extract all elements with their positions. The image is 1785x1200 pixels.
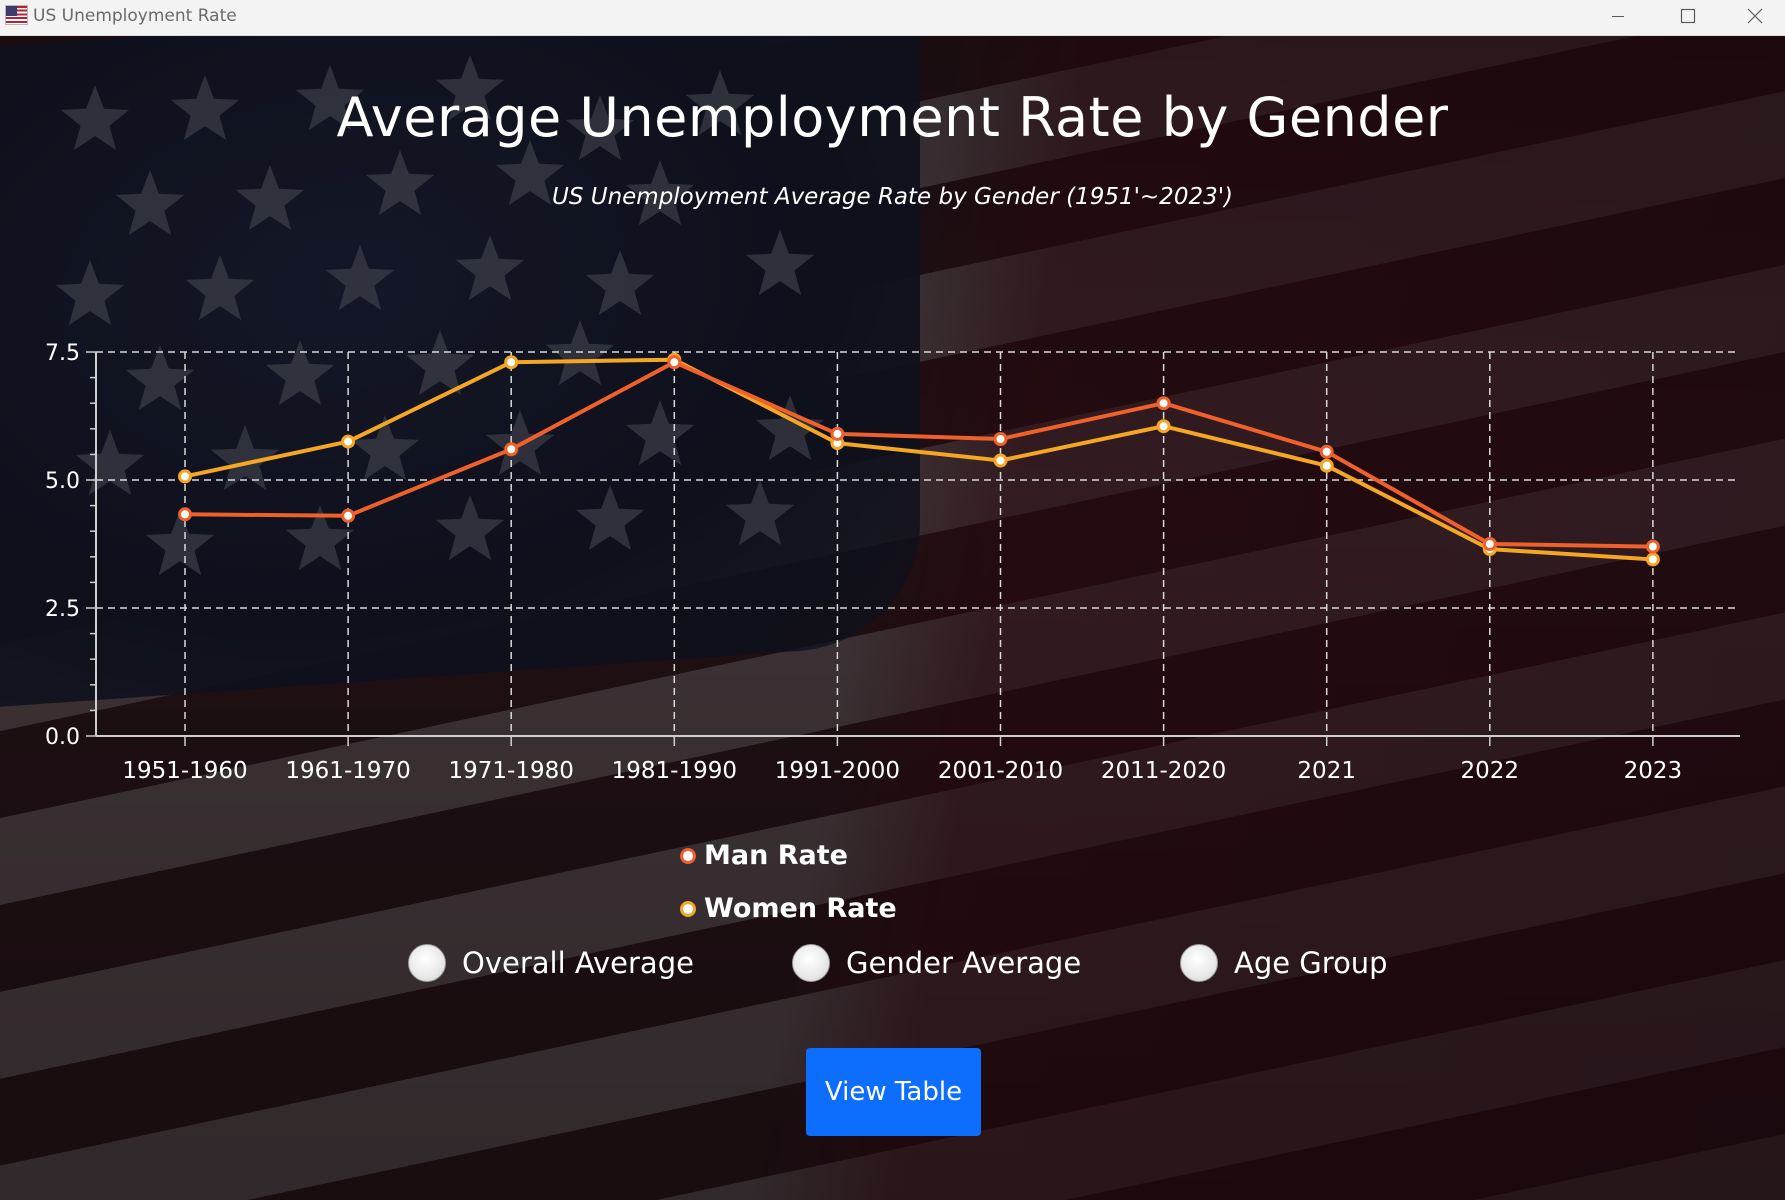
flag-star	[350, 415, 420, 481]
legend-women-rate[interactable]: Women Rate	[680, 893, 897, 924]
data-point-man	[1482, 537, 1497, 551]
radio-gender-average[interactable]: Gender Average	[792, 944, 1081, 982]
x-tick-label: 1961-1970	[285, 758, 410, 784]
x-tick-label: 2022	[1461, 758, 1520, 784]
legend-women-label: Women Rate	[704, 893, 897, 924]
data-point-women	[1645, 552, 1660, 567]
flag-star	[55, 260, 125, 326]
minimize-icon[interactable]	[1588, 0, 1648, 32]
data-point-man	[993, 432, 1008, 446]
legend-man-marker	[680, 847, 696, 864]
x-tick-label: 1971-1980	[449, 758, 574, 784]
radio-circle[interactable]	[1180, 944, 1218, 982]
flag-star	[170, 75, 240, 141]
flag-star	[125, 345, 195, 411]
radio-label: Gender Average	[846, 946, 1082, 980]
flag-star	[495, 140, 565, 206]
data-point-man	[178, 507, 192, 522]
flag-background	[0, 36, 1785, 1200]
flag-star	[145, 510, 215, 576]
flag-star	[685, 70, 755, 136]
flag-star	[185, 255, 255, 321]
series-line-women	[184, 357, 1654, 562]
flag-star	[435, 55, 505, 121]
data-point-man	[667, 355, 682, 370]
flag-star	[295, 65, 365, 131]
flag-star	[455, 235, 525, 301]
maximize-icon[interactable]	[1658, 0, 1718, 32]
flag-star	[60, 85, 130, 151]
us-flag-icon	[5, 5, 28, 25]
data-point-women	[341, 434, 356, 449]
y-tick-label: 5.0	[45, 469, 80, 494]
flag-star	[285, 505, 355, 571]
y-tick-label: 7.5	[45, 341, 80, 366]
data-point-man	[1319, 444, 1334, 459]
legend-women-marker	[680, 900, 696, 917]
data-point-women	[1156, 419, 1171, 434]
flag-star	[585, 250, 655, 316]
flag-star	[405, 330, 475, 396]
x-tick-label: 1991-2000	[775, 758, 900, 784]
x-tick-label: 2021	[1297, 758, 1356, 784]
data-point-women	[504, 355, 519, 370]
data-point-women	[1319, 458, 1334, 473]
flag-star	[115, 170, 185, 236]
flag-star	[755, 395, 825, 461]
view-table-button[interactable]: View Table	[806, 1048, 981, 1136]
chart-title: Average Unemployment Rate by Gender	[336, 86, 1449, 149]
window-titlebar: US Unemployment Rate	[0, 0, 1785, 36]
legend-man-rate[interactable]: Man Rate	[680, 840, 848, 871]
series-line-man	[184, 360, 1653, 549]
data-point-women	[178, 469, 192, 484]
flag-star	[235, 165, 305, 231]
y-tick-label: 0.0	[45, 725, 80, 750]
flag-star	[265, 340, 335, 406]
radio-circle[interactable]	[792, 944, 830, 982]
line-chart: 0.0 2.5 5.0 7.5 1951-1960 1961-1970 1971-1980 1…	[45, 341, 1740, 784]
data-point-man	[1156, 396, 1171, 411]
x-tick-label: 1981-1990	[612, 758, 737, 784]
flag-star	[435, 495, 505, 561]
flag-star	[745, 230, 815, 296]
flag-star	[210, 425, 280, 491]
legend-man-label: Man Rate	[704, 840, 848, 871]
radio-age-group[interactable]: Age Group	[1180, 944, 1388, 982]
flag-star	[625, 400, 695, 466]
flag-star	[725, 480, 795, 546]
x-tick-label: 2001-2010	[938, 758, 1063, 784]
close-icon[interactable]	[1725, 0, 1785, 32]
x-tick-label: 2023	[1624, 758, 1683, 784]
chart-subtitle: US Unemployment Average Rate by Gender (…	[551, 184, 1234, 210]
flag-star	[365, 150, 435, 216]
radio-label: Overall Average	[462, 946, 694, 980]
data-point-man	[1645, 539, 1660, 554]
data-point-women	[993, 453, 1008, 468]
flag-star	[325, 245, 395, 311]
flag-star	[625, 160, 695, 226]
x-tick-label: 1951-1960	[122, 758, 247, 784]
flag-star	[75, 430, 145, 496]
data-point-man	[341, 508, 356, 523]
radio-circle[interactable]	[408, 944, 446, 982]
y-tick-label: 2.5	[45, 597, 80, 622]
radio-overall-average[interactable]: Overall Average	[408, 944, 694, 982]
data-point-man	[504, 442, 519, 457]
x-tick-label: 2011-2020	[1101, 758, 1226, 784]
flag-star	[575, 485, 645, 551]
radio-label: Age Group	[1234, 946, 1388, 980]
flag-star	[565, 95, 635, 161]
window-title: US Unemployment Rate	[33, 6, 237, 26]
data-point-man	[830, 426, 845, 441]
